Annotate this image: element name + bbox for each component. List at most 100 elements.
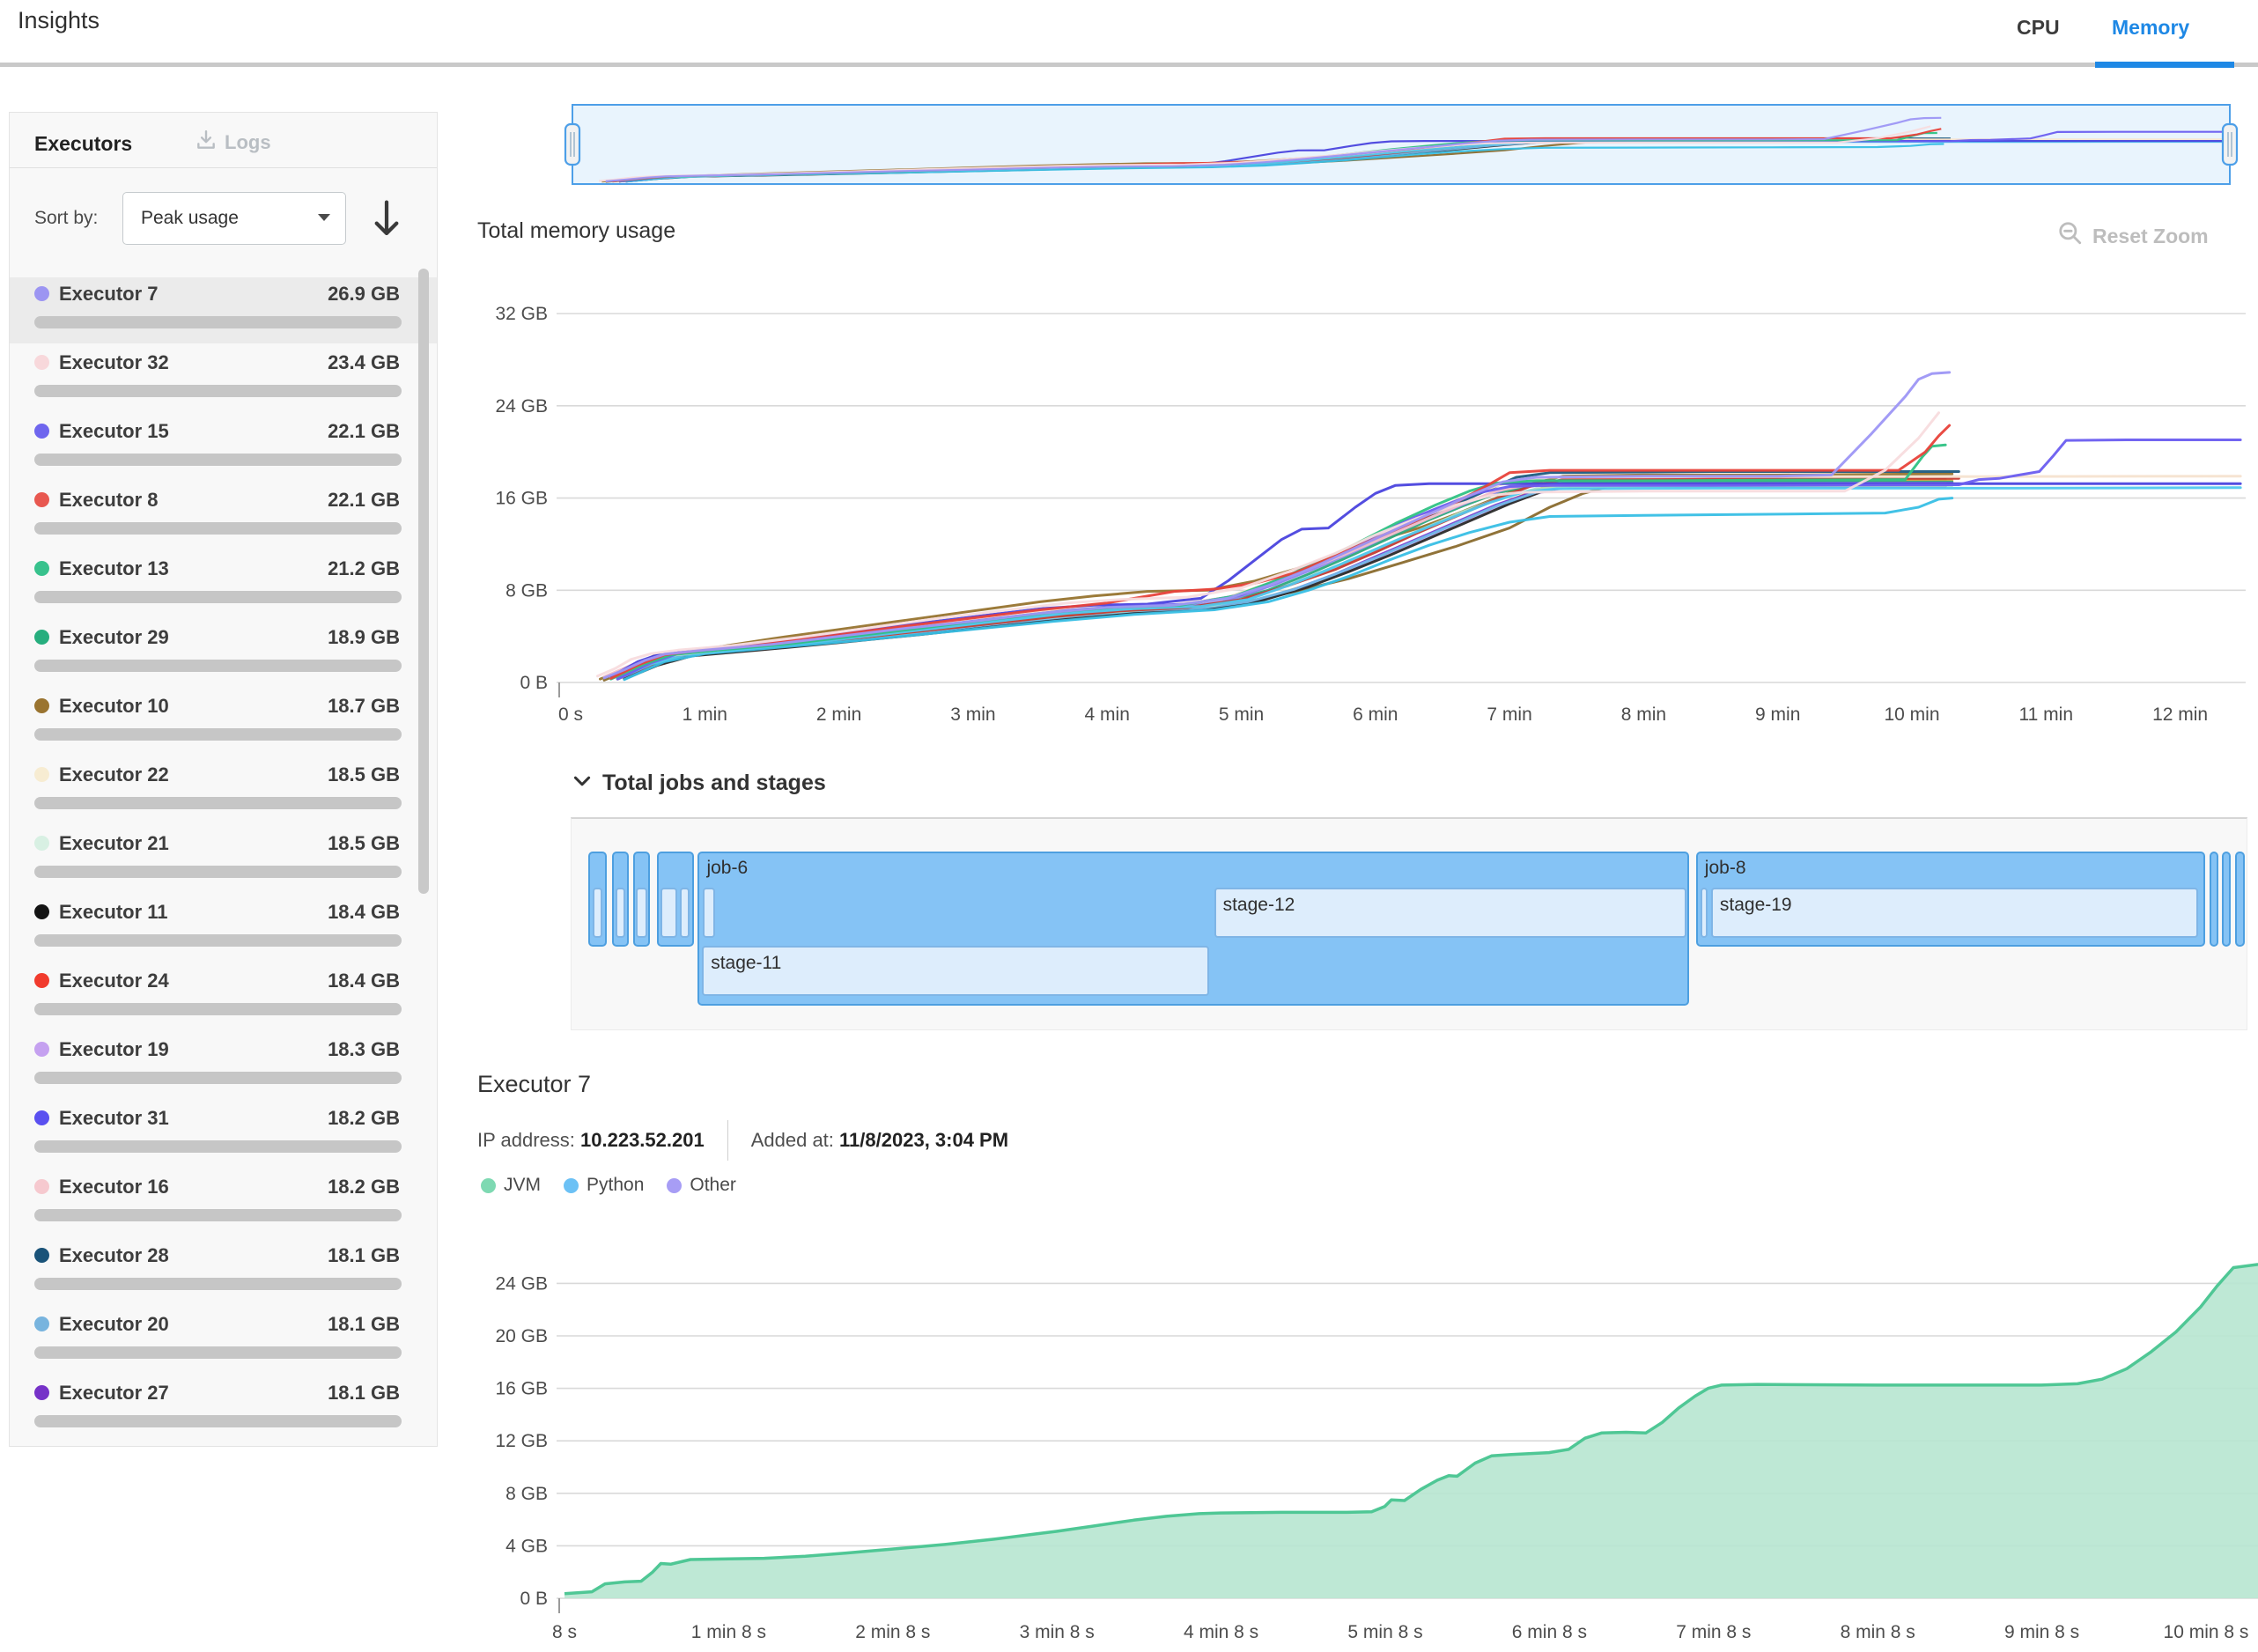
executor-name: Executor 24: [59, 970, 169, 992]
tab-cpu[interactable]: CPU: [2017, 16, 2060, 39]
usage-bar: [34, 1140, 402, 1153]
job-bar[interactable]: [2210, 852, 2218, 947]
x-axis-tick-label: 6 min 8 s: [1512, 1622, 1587, 1642]
usage-bar: [34, 1346, 402, 1359]
x-axis-tick-label: 12 min: [2152, 704, 2208, 725]
executor-list-item[interactable]: Executor 21 18.5 GB: [10, 827, 437, 893]
executors-panel: Executors Logs Sort by: Peak usage Execu…: [9, 112, 438, 1447]
stage-bar[interactable]: [703, 888, 715, 938]
sort-select[interactable]: Peak usage: [122, 192, 346, 245]
executor-peak-value: 18.7 GB: [328, 695, 400, 717]
jvm-dot-icon: [481, 1177, 496, 1193]
executor-name: Executor 28: [59, 1244, 169, 1266]
brush-handle-left[interactable]: [564, 122, 581, 166]
executor-peak-value: 18.9 GB: [328, 626, 400, 648]
legend-label: JVM: [504, 1175, 541, 1195]
legend-item-python[interactable]: Python: [564, 1175, 644, 1196]
sort-direction-button[interactable]: [369, 197, 404, 244]
executor-list-item[interactable]: Executor 10 18.7 GB: [10, 690, 437, 756]
executor-list-item[interactable]: Executor 15 22.1 GB: [10, 415, 437, 481]
x-axis-tick-label: 8 min 8 s: [1841, 1622, 1915, 1642]
executor-list: Executor 7 26.9 GB Executor 32 23.4 GB Execu…: [10, 261, 437, 1448]
x-axis-tick-label: 3 min 8 s: [1020, 1622, 1095, 1642]
stage-bar[interactable]: [660, 888, 677, 938]
sort-select-value: Peak usage: [141, 208, 239, 228]
executor-list-item[interactable]: Executor 16 18.2 GB: [10, 1170, 437, 1236]
executor-color-dot: [34, 767, 49, 782]
x-axis-tick-label: 10 min: [1884, 704, 1939, 725]
stage-bar[interactable]: [1711, 888, 2198, 938]
legend-item-jvm[interactable]: JVM: [481, 1175, 541, 1196]
overview-brush-chart[interactable]: [476, 88, 2258, 211]
executor-peak-value: 18.1 GB: [328, 1382, 400, 1404]
usage-bar: [34, 1415, 402, 1427]
tab-memory[interactable]: Memory: [2112, 16, 2190, 39]
logs-button-label: Logs: [225, 131, 271, 153]
executor-name: Executor 29: [59, 626, 169, 648]
executor-peak-value: 21.2 GB: [328, 557, 400, 579]
executor-list-item[interactable]: Executor 24 18.4 GB: [10, 964, 437, 1030]
reset-zoom-button[interactable]: Reset Zoom: [2057, 220, 2209, 252]
executor-name: Executor 15: [59, 420, 169, 442]
executor-peak-value: 18.5 GB: [328, 832, 400, 854]
executor-list-item[interactable]: Executor 11 18.4 GB: [10, 896, 437, 962]
x-axis-tick-label: 11 min: [2019, 704, 2073, 725]
executor-peak-value: 23.4 GB: [328, 351, 400, 373]
executor-list-item[interactable]: Executor 29 18.9 GB: [10, 621, 437, 687]
executor-list-item[interactable]: Executor 28 18.1 GB: [10, 1239, 437, 1305]
executor-list-item[interactable]: Executor 31 18.2 GB: [10, 1102, 437, 1168]
usage-bar: [34, 934, 402, 947]
executor-color-dot: [34, 630, 49, 645]
executor-name: Executor 32: [59, 351, 169, 373]
usage-bar: [34, 1003, 402, 1015]
job-bar[interactable]: [2222, 852, 2231, 947]
x-axis-tick-label: 2 min 8 s: [855, 1622, 930, 1642]
x-axis-tick-label: 4 min 8 s: [1184, 1622, 1258, 1642]
stage-bar[interactable]: [636, 888, 647, 938]
zoom-out-icon: [2057, 220, 2084, 252]
executor-list-item[interactable]: Executor 7 26.9 GB: [10, 277, 437, 343]
x-axis-tick-label: 3 min: [950, 704, 995, 725]
executor-list-item[interactable]: Executor 8 22.1 GB: [10, 483, 437, 549]
executor-name: Executor 31: [59, 1107, 169, 1129]
added-at-label: Added at:: [750, 1129, 834, 1151]
executor-list-item[interactable]: Executor 27 18.1 GB: [10, 1376, 437, 1442]
executor-list-item[interactable]: Executor 13 21.2 GB: [10, 552, 437, 618]
executor-peak-value: 18.4 GB: [328, 901, 400, 923]
usage-bar: [34, 522, 402, 535]
stage-bar[interactable]: [616, 888, 625, 938]
x-axis-tick-label: 7 min 8 s: [1676, 1622, 1751, 1642]
x-axis-tick-label: 5 min 8 s: [1347, 1622, 1422, 1642]
x-axis-tick-label: 1 min: [683, 704, 727, 725]
executor-list-item[interactable]: Executor 19 18.3 GB: [10, 1033, 437, 1099]
jobs-stages-toggle[interactable]: Total jobs and stages: [571, 770, 826, 797]
usage-bar: [34, 385, 402, 397]
active-tab-underline: [2095, 62, 2234, 68]
stage-bar[interactable]: [1701, 888, 1708, 938]
executor-color-dot: [34, 355, 49, 370]
usage-bar: [34, 454, 402, 466]
executor-color-dot: [34, 1110, 49, 1125]
x-axis-tick-label: 2 min: [816, 704, 861, 725]
executor-color-dot: [34, 1316, 49, 1331]
x-axis-tick-label: 1 min 8 s: [691, 1622, 766, 1642]
job-bar[interactable]: [2235, 852, 2245, 947]
stage-bar[interactable]: [702, 946, 1209, 996]
legend-label: Other: [690, 1175, 736, 1195]
logs-button[interactable]: Logs: [195, 129, 271, 157]
y-axis-tick-label: 12 GB: [495, 1431, 548, 1451]
header-divider: [0, 63, 2258, 67]
chevron-down-icon: [317, 210, 331, 226]
stage-bar[interactable]: [593, 888, 602, 938]
brush-handle-right[interactable]: [2221, 122, 2239, 166]
stage-bar[interactable]: [680, 888, 690, 938]
stage-bar[interactable]: [1214, 888, 1686, 938]
list-scrollbar-thumb[interactable]: [418, 269, 429, 894]
executor-name: Executor 13: [59, 557, 169, 579]
executor-list-item[interactable]: Executor 32 23.4 GB: [10, 346, 437, 412]
executor-list-item[interactable]: Executor 22 18.5 GB: [10, 758, 437, 824]
legend-item-other[interactable]: Other: [667, 1175, 736, 1196]
x-axis-tick-label: 0 s: [558, 704, 583, 725]
executor-list-item[interactable]: Executor 20 18.1 GB: [10, 1308, 437, 1374]
